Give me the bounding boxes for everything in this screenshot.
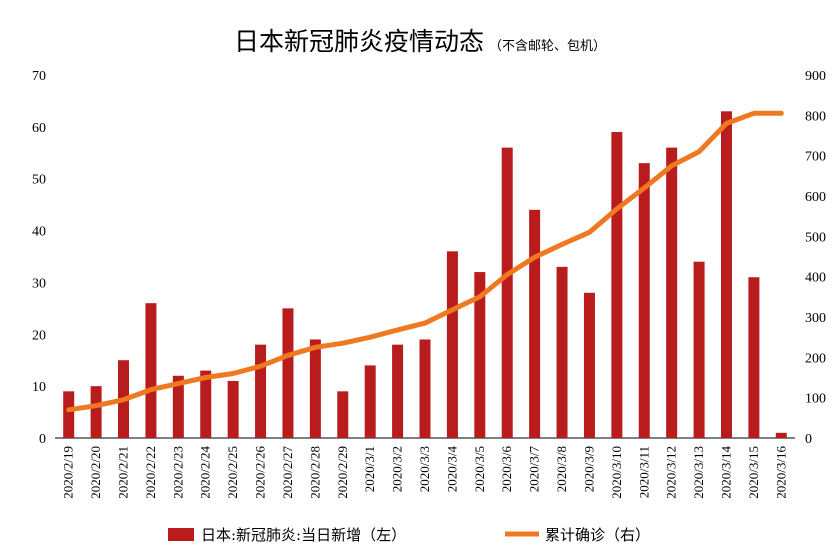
x-tick-label: 2020/3/1	[362, 446, 377, 492]
x-tick-label: 2020/2/27	[280, 446, 295, 499]
cumulative-line	[66, 110, 784, 413]
x-tick-label: 2020/3/8	[554, 446, 569, 492]
x-tick-label: 2020/3/13	[691, 446, 706, 499]
bar	[227, 380, 239, 438]
chart-title: 日本新冠肺炎疫情动态	[234, 27, 484, 56]
x-tick-label: 2020/3/11	[636, 446, 651, 498]
x-axis-labels: 2020/2/19 2020/2/20 2020/2/21 2020/2/22 2020…	[61, 446, 789, 499]
x-tick-label: 2020/3/6	[499, 446, 514, 493]
bar-series	[63, 111, 787, 439]
bar	[583, 292, 595, 438]
bar	[63, 391, 75, 438]
x-tick-label: 2020/3/16	[773, 446, 788, 499]
legend-label-line: 累计确诊（右）	[545, 526, 650, 544]
right-tick-label: 300	[805, 311, 826, 326]
bar	[337, 391, 349, 438]
left-tick-label: 40	[32, 225, 46, 240]
right-tick-label: 0	[805, 432, 812, 447]
x-tick-label: 2020/2/23	[170, 446, 185, 499]
bar	[282, 308, 294, 438]
left-tick-label: 30	[32, 276, 46, 291]
x-tick-label: 2020/3/4	[444, 446, 459, 493]
right-tick-label: 500	[805, 230, 826, 245]
right-tick-label: 900	[805, 69, 826, 84]
x-tick-label: 2020/2/29	[335, 446, 350, 499]
x-tick-label: 2020/2/22	[143, 446, 158, 499]
x-tick-label: 2020/3/10	[609, 446, 624, 499]
legend-label-bar: 日本:新冠肺炎:当日新增（左）	[201, 526, 406, 544]
chart-title-group: 日本新冠肺炎疫情动态 （不含邮轮、包机）	[234, 27, 606, 56]
left-tick-label: 0	[39, 432, 46, 447]
left-tick-label: 20	[32, 328, 46, 343]
bar	[529, 209, 541, 438]
bar	[748, 277, 760, 438]
bar	[145, 303, 157, 438]
bar	[720, 111, 732, 439]
left-tick-label: 10	[32, 380, 46, 395]
bar	[501, 147, 513, 438]
bar	[775, 432, 787, 438]
x-tick-label: 2020/3/14	[719, 446, 734, 499]
x-tick-label: 2020/3/12	[664, 446, 679, 499]
bar	[638, 163, 650, 438]
x-tick-label: 2020/3/5	[472, 446, 487, 492]
chart-subtitle: （不含邮轮、包机）	[489, 38, 606, 54]
x-tick-label: 2020/2/20	[88, 446, 103, 499]
right-axis: 0 100 200 300 400 500 600 700 800 900	[805, 69, 826, 447]
bar	[172, 375, 184, 438]
bar	[200, 370, 212, 438]
right-tick-label: 100	[805, 392, 826, 407]
bar	[446, 251, 458, 438]
x-tick-label: 2020/3/15	[746, 446, 761, 499]
bar	[611, 132, 623, 439]
right-tick-label: 800	[805, 109, 826, 124]
x-tick-label: 2020/2/24	[198, 446, 213, 499]
legend-swatch-bar	[168, 528, 194, 541]
right-tick-label: 200	[805, 351, 826, 366]
left-axis: 0 10 20 30 40 50 60 70	[32, 69, 46, 447]
x-tick-label: 2020/2/19	[61, 446, 76, 499]
bar	[90, 386, 102, 438]
x-tick-label: 2020/3/2	[390, 446, 405, 492]
bar	[255, 344, 267, 438]
x-tick-label: 2020/2/28	[307, 446, 322, 499]
right-tick-label: 700	[805, 150, 826, 165]
bar	[556, 266, 568, 438]
x-tick-label: 2020/3/3	[417, 446, 432, 492]
bar	[364, 365, 376, 438]
legend: 日本:新冠肺炎:当日新增（左） 累计确诊（右）	[168, 526, 650, 544]
x-tick-label: 2020/3/9	[581, 446, 596, 492]
bar	[666, 147, 678, 438]
left-tick-label: 60	[32, 121, 46, 136]
bar	[392, 344, 404, 438]
x-tick-label: 2020/3/7	[527, 446, 542, 493]
x-tick-label: 2020/2/26	[253, 446, 268, 499]
bar	[419, 339, 431, 438]
right-tick-label: 400	[805, 271, 826, 286]
right-tick-label: 600	[805, 190, 826, 205]
bar	[693, 261, 705, 438]
bar	[474, 272, 486, 438]
bar	[309, 339, 321, 438]
left-tick-label: 50	[32, 173, 46, 188]
x-tick-label: 2020/2/21	[116, 446, 131, 499]
x-tick-label: 2020/2/25	[225, 446, 240, 499]
left-tick-label: 70	[32, 69, 46, 84]
line-series	[66, 110, 784, 413]
